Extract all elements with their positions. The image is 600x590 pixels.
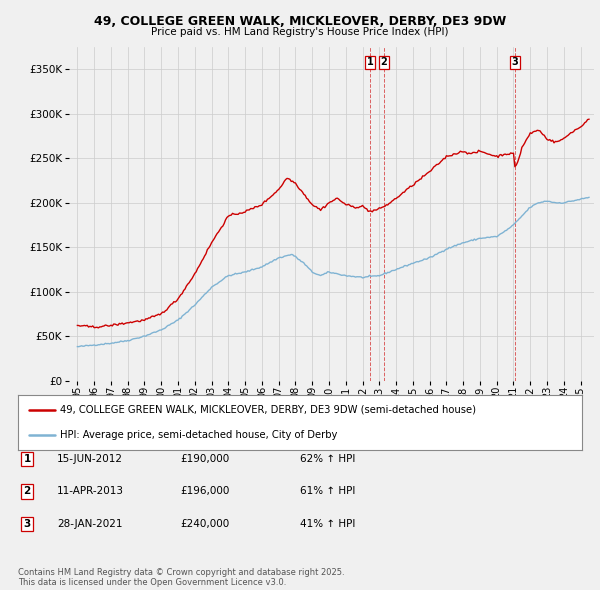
- Text: 41% ↑ HPI: 41% ↑ HPI: [300, 519, 355, 529]
- Text: Contains HM Land Registry data © Crown copyright and database right 2025.
This d: Contains HM Land Registry data © Crown c…: [18, 568, 344, 587]
- Text: 62% ↑ HPI: 62% ↑ HPI: [300, 454, 355, 464]
- Text: £190,000: £190,000: [180, 454, 229, 464]
- Text: 2: 2: [23, 487, 31, 496]
- Text: 28-JAN-2021: 28-JAN-2021: [57, 519, 122, 529]
- Text: 11-APR-2013: 11-APR-2013: [57, 487, 124, 496]
- Text: 15-JUN-2012: 15-JUN-2012: [57, 454, 123, 464]
- Text: 2: 2: [380, 57, 388, 67]
- Text: 49, COLLEGE GREEN WALK, MICKLEOVER, DERBY, DE3 9DW (semi-detached house): 49, COLLEGE GREEN WALK, MICKLEOVER, DERB…: [60, 405, 476, 415]
- Text: 49, COLLEGE GREEN WALK, MICKLEOVER, DERBY, DE3 9DW: 49, COLLEGE GREEN WALK, MICKLEOVER, DERB…: [94, 15, 506, 28]
- Text: 61% ↑ HPI: 61% ↑ HPI: [300, 487, 355, 496]
- Text: 1: 1: [23, 454, 31, 464]
- Text: 3: 3: [511, 57, 518, 67]
- Text: 3: 3: [23, 519, 31, 529]
- Text: £240,000: £240,000: [180, 519, 229, 529]
- Text: £196,000: £196,000: [180, 487, 229, 496]
- Text: Price paid vs. HM Land Registry's House Price Index (HPI): Price paid vs. HM Land Registry's House …: [151, 27, 449, 37]
- Text: 1: 1: [367, 57, 374, 67]
- Text: HPI: Average price, semi-detached house, City of Derby: HPI: Average price, semi-detached house,…: [60, 430, 338, 440]
